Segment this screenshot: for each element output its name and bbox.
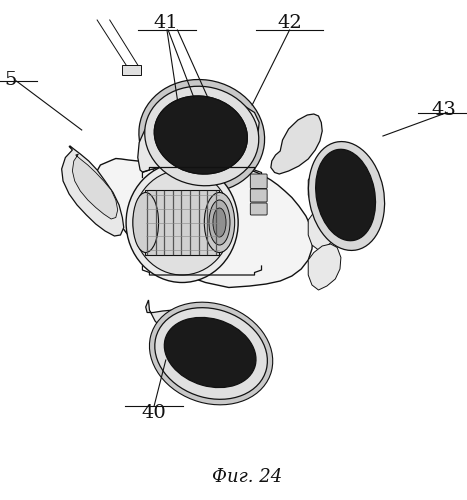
Ellipse shape bbox=[213, 208, 226, 237]
FancyBboxPatch shape bbox=[250, 174, 267, 188]
Ellipse shape bbox=[154, 96, 248, 174]
Polygon shape bbox=[308, 204, 341, 250]
Text: 40: 40 bbox=[142, 404, 166, 421]
Ellipse shape bbox=[308, 142, 385, 250]
Text: 41: 41 bbox=[154, 14, 178, 32]
Ellipse shape bbox=[139, 80, 265, 192]
Ellipse shape bbox=[133, 192, 159, 252]
Ellipse shape bbox=[126, 162, 238, 282]
Ellipse shape bbox=[204, 192, 235, 252]
Ellipse shape bbox=[209, 200, 230, 245]
Ellipse shape bbox=[145, 86, 259, 186]
Polygon shape bbox=[271, 114, 322, 174]
Polygon shape bbox=[138, 100, 259, 172]
FancyBboxPatch shape bbox=[250, 189, 267, 202]
Text: 5: 5 bbox=[4, 71, 16, 89]
Polygon shape bbox=[308, 164, 341, 210]
Polygon shape bbox=[122, 65, 141, 75]
Polygon shape bbox=[72, 154, 118, 219]
Text: 42: 42 bbox=[277, 14, 302, 32]
Polygon shape bbox=[62, 146, 124, 236]
Ellipse shape bbox=[164, 318, 256, 388]
Text: 43: 43 bbox=[431, 101, 456, 119]
Text: Фиг. 24: Фиг. 24 bbox=[212, 468, 283, 486]
Polygon shape bbox=[146, 300, 247, 355]
Polygon shape bbox=[93, 158, 313, 288]
Ellipse shape bbox=[154, 96, 248, 174]
Polygon shape bbox=[308, 244, 341, 290]
Ellipse shape bbox=[155, 308, 268, 400]
Ellipse shape bbox=[133, 170, 231, 275]
Ellipse shape bbox=[316, 150, 375, 240]
Polygon shape bbox=[145, 190, 219, 255]
FancyBboxPatch shape bbox=[250, 203, 267, 215]
Ellipse shape bbox=[149, 302, 273, 405]
